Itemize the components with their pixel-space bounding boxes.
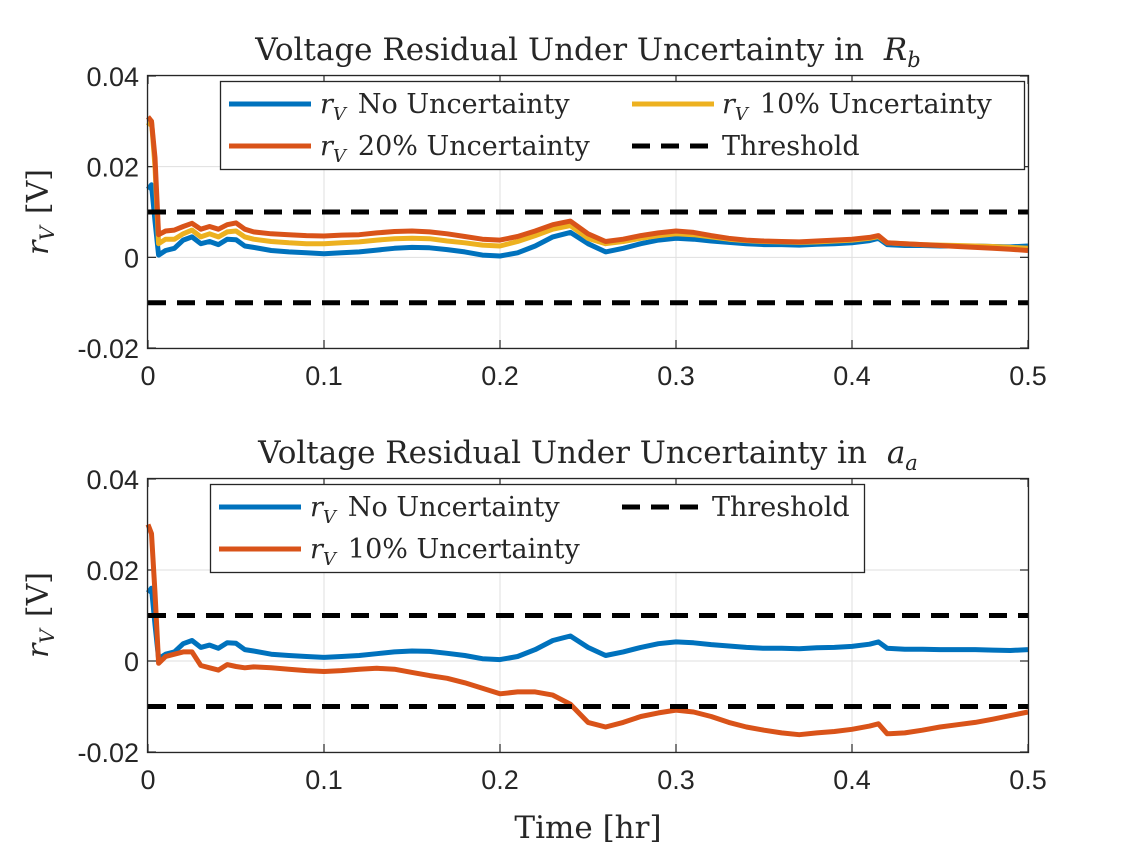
x-tick-label: 0.4 [833,361,871,391]
legend-item-no-uncertainty[interactable]: rV No Uncertainty [229,89,570,125]
legend-item-10-uncertainty[interactable]: rV 10% Uncertainty [632,89,992,125]
ylabel-top: rV[V] [21,169,59,255]
legend-label: rV 10% Uncertainty [722,89,992,125]
x-tick-label: 0.2 [481,361,519,391]
legend-label: rV 20% Uncertainty [320,131,590,167]
x-tick-label: 0.5 [1009,361,1047,391]
legend-label: rV No Uncertainty [320,89,570,125]
legend-item-threshold[interactable]: Threshold [622,492,850,523]
y-tick-label: 0.02 [86,556,139,586]
y-tick-label: 0 [124,243,139,273]
legend-top: rV No Uncertainty rV 10% Uncertainty rV 20%… [219,80,1026,171]
legend-box-bottom [209,483,866,574]
subplot-top: Voltage Residual Under Uncertainty in Rb… [21,32,1047,391]
series-line-no-uncertainty [146,585,1029,663]
x-tick-label: 0.2 [481,765,519,795]
y-tick-label: 0.02 [86,153,139,183]
legend-label: Threshold [722,131,860,162]
plot-lines-top [146,115,1029,306]
title-bottom: Voltage Residual Under Uncertainty in aa [257,435,918,475]
y-tick-label: 0.04 [86,62,139,92]
xlabel-bottom: Time [hr] [514,810,661,846]
y-tick-label: -0.02 [77,334,139,364]
x-tick-label: 0.1 [305,361,343,391]
axes-box-bottom [146,477,1030,754]
y-tick-label: -0.02 [77,738,139,768]
x-tick-label: 0.3 [657,361,695,391]
series-line-10-uncertainty [145,523,1029,738]
x-tick-label: 0.1 [305,765,343,795]
x-tick-label: 0.5 [1009,765,1047,795]
legend-label: Threshold [712,492,850,523]
legend-item-threshold[interactable]: Threshold [632,131,860,162]
x-tick-label: 0 [140,765,155,795]
title-top: Voltage Residual Under Uncertainty in Rb [254,32,920,72]
plot-lines-bottom [145,523,1029,738]
legend-label: rV No Uncertainty [310,492,560,528]
legend-box-top [219,80,1026,171]
subplot-bottom: Voltage Residual Under Uncertainty in aa… [21,435,1047,846]
ylabel-bottom: rV[V] [21,572,59,658]
x-tick-label: 0.4 [833,765,871,795]
legend-bottom: rV No Uncertainty Threshold rV 10% Uncerta… [209,483,866,574]
y-tick-label: 0.04 [86,465,139,495]
legend-item-20-uncertainty[interactable]: rV 20% Uncertainty [229,131,590,167]
legend-label: rV 10% Uncertainty [310,534,580,570]
x-tick-label: 0 [140,361,155,391]
y-tick-label: 0 [124,647,139,677]
legend-item-10-uncertainty[interactable]: rV 10% Uncertainty [219,534,580,570]
legend-item-no-uncertainty[interactable]: rV No Uncertainty [219,492,560,528]
x-tick-label: 0.3 [657,765,695,795]
series-line-20-uncertainty [146,115,1029,253]
axes-box-top [146,74,1030,350]
